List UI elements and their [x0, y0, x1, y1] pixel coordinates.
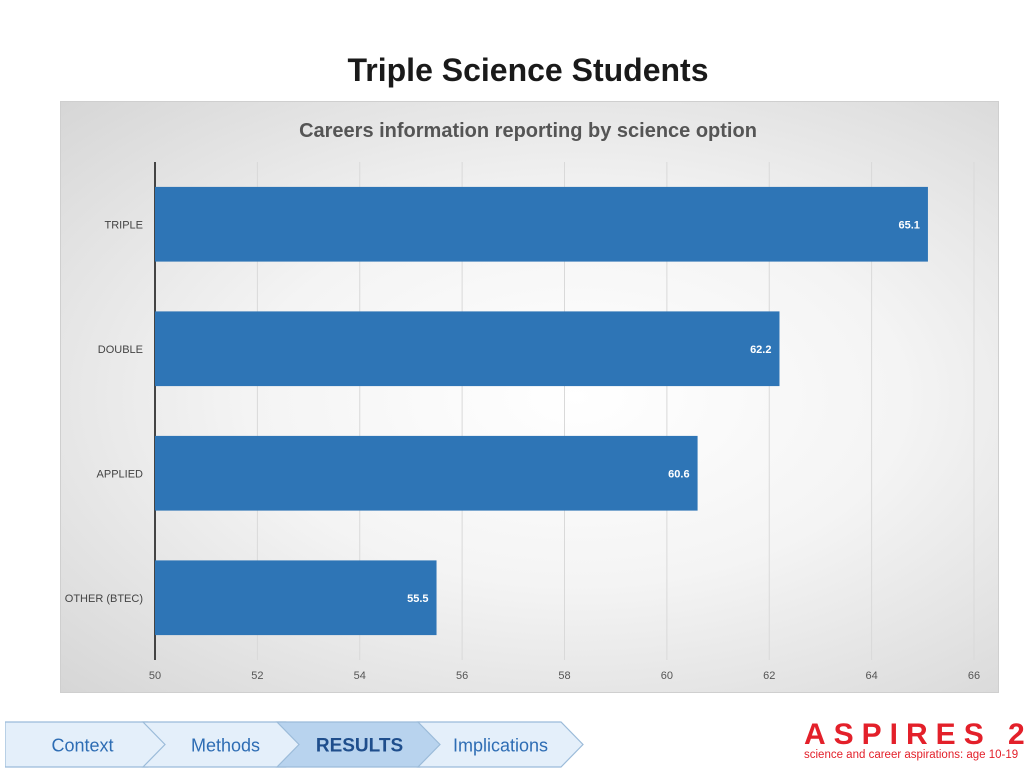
x-tick-label: 58: [558, 670, 570, 682]
aspires-logo: ASPIRES 2 science and career aspirations…: [790, 716, 1024, 766]
bar-value-label: 62.2: [750, 344, 771, 356]
nav-step-label: Implications: [453, 736, 548, 756]
category-label: OTHER (BTEC): [65, 593, 143, 605]
logo-wordmark: ASPIRES 2: [804, 718, 1024, 751]
nav-step-context[interactable]: Context: [5, 721, 171, 768]
x-tick-label: 50: [149, 670, 161, 682]
chart-title: Careers information reporting by science…: [299, 120, 757, 142]
bar-chart: Careers information reporting by science…: [65, 120, 980, 682]
x-tick-label: 62: [763, 670, 775, 682]
category-label: APPLIED: [97, 468, 144, 480]
bar-value-label: 55.5: [407, 593, 428, 605]
nav-step-implications[interactable]: Implications: [416, 721, 584, 768]
bar: [155, 560, 437, 636]
category-label: TRIPLE: [104, 219, 143, 231]
bar: [155, 186, 928, 262]
x-tick-label: 56: [456, 670, 468, 682]
nav-step-results[interactable]: RESULTS: [275, 721, 443, 768]
bar: [155, 311, 780, 387]
bar-value-label: 65.1: [899, 219, 920, 231]
x-tick-label: 52: [251, 670, 263, 682]
x-tick-label: 54: [354, 670, 366, 682]
nav-step-label: Context: [51, 736, 113, 756]
slide-title: Triple Science Students: [347, 52, 709, 88]
logo-tagline: science and career aspirations: age 10-1…: [804, 749, 1019, 761]
section-nav: Context Methods RESULTS Implications: [5, 721, 585, 768]
bar-value-label: 60.6: [668, 468, 689, 480]
nav-step-label: RESULTS: [316, 736, 403, 757]
nav-step-label: Methods: [191, 736, 260, 756]
chart-panel: Careers information reporting by science…: [60, 101, 999, 693]
bar: [155, 435, 698, 511]
x-tick-label: 64: [866, 670, 878, 682]
x-tick-label: 66: [968, 670, 980, 682]
x-tick-label: 60: [661, 670, 673, 682]
category-label: DOUBLE: [98, 344, 143, 356]
nav-chevron: [416, 721, 584, 768]
